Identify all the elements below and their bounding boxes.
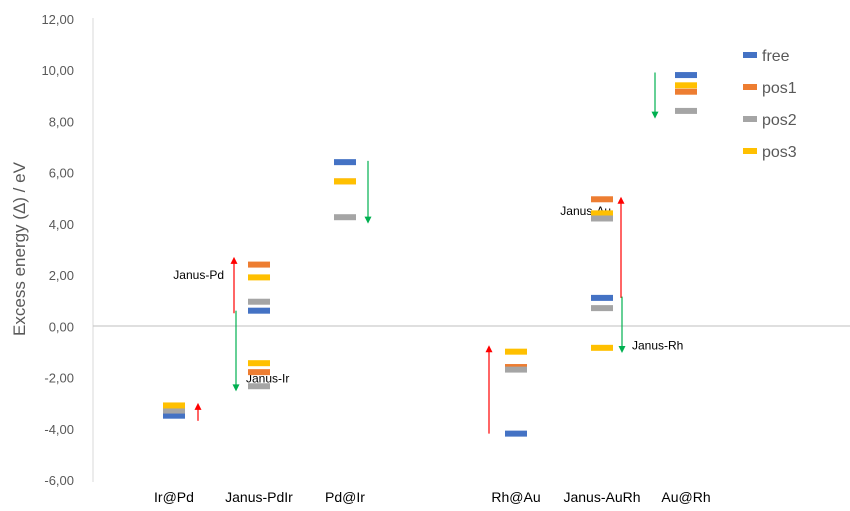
category-label: Rh@Au — [491, 489, 540, 505]
legend-label: pos2 — [762, 112, 797, 129]
y-tick-label: -4,00 — [44, 422, 74, 437]
data-marker — [163, 412, 185, 419]
legend: free pos1 pos2 pos3 — [743, 48, 797, 161]
y-tick-label: -6,00 — [44, 473, 74, 488]
data-marker — [248, 307, 270, 314]
legend-marker — [743, 148, 757, 154]
data-marker — [591, 210, 613, 217]
data-marker — [505, 430, 527, 437]
category-label: Janus-PdIr — [225, 489, 293, 505]
y-tick-label: 10,00 — [41, 63, 74, 78]
legend-marker — [743, 52, 757, 58]
y-tick-label: 6,00 — [49, 166, 74, 181]
data-marker — [248, 298, 270, 305]
data-marker — [248, 369, 270, 376]
arrow-head — [364, 216, 372, 224]
y-tick-label: 2,00 — [49, 268, 74, 283]
arrow-head — [485, 345, 493, 353]
arrow-annotation: Janus-Pd — [173, 268, 224, 282]
data-marker — [591, 305, 613, 312]
arrow-head — [194, 402, 202, 410]
y-tick-label: 8,00 — [49, 114, 74, 129]
arrow-annotation: Janus-Rh — [632, 338, 683, 352]
data-marker — [334, 214, 356, 221]
data-marker — [248, 274, 270, 281]
arrow-head — [618, 345, 626, 353]
arrow-head — [651, 111, 659, 119]
category-label: Pd@Ir — [325, 489, 365, 505]
legend-marker — [743, 84, 757, 90]
y-tick-labels: -6,00 -4,00 -2,00 0,00 2,00 4,00 6,00 8,00 10,00… — [41, 12, 74, 488]
data-marker — [675, 88, 697, 95]
y-tick-label: 0,00 — [49, 319, 74, 334]
category-labels: Ir@Pd Janus-PdIr Pd@Ir Rh@Au Janus-AuRh Au@Rh — [154, 489, 711, 505]
y-axis-label: Excess energy (Δ) / eV — [10, 161, 29, 336]
legend-marker — [743, 116, 757, 122]
y-tick-label: 12,00 — [41, 12, 74, 27]
data-marker — [591, 344, 613, 351]
legend-label: pos3 — [762, 144, 797, 161]
category-label: Au@Rh — [661, 489, 710, 505]
data-marker — [163, 407, 185, 414]
category-label: Janus-AuRh — [563, 489, 640, 505]
arrow-head — [230, 256, 238, 264]
data-marker — [591, 215, 613, 222]
data-marker — [675, 72, 697, 79]
data-marker — [675, 107, 697, 114]
data-marker — [675, 82, 697, 89]
data-marker — [248, 360, 270, 367]
data-marker — [334, 178, 356, 185]
arrow-head — [232, 384, 240, 392]
data-marker — [248, 383, 270, 390]
legend-label: free — [762, 48, 790, 65]
data-marker — [591, 294, 613, 301]
data-marker — [334, 159, 356, 166]
data-marker — [505, 348, 527, 355]
data-markers — [163, 72, 697, 437]
y-tick-label: -2,00 — [44, 371, 74, 386]
data-marker — [591, 196, 613, 203]
data-marker — [248, 261, 270, 268]
data-marker — [163, 402, 185, 409]
y-tick-label: 4,00 — [49, 217, 74, 232]
arrow-head — [617, 196, 625, 204]
data-marker — [505, 366, 527, 373]
legend-label: pos1 — [762, 80, 797, 97]
category-label: Ir@Pd — [154, 489, 194, 505]
